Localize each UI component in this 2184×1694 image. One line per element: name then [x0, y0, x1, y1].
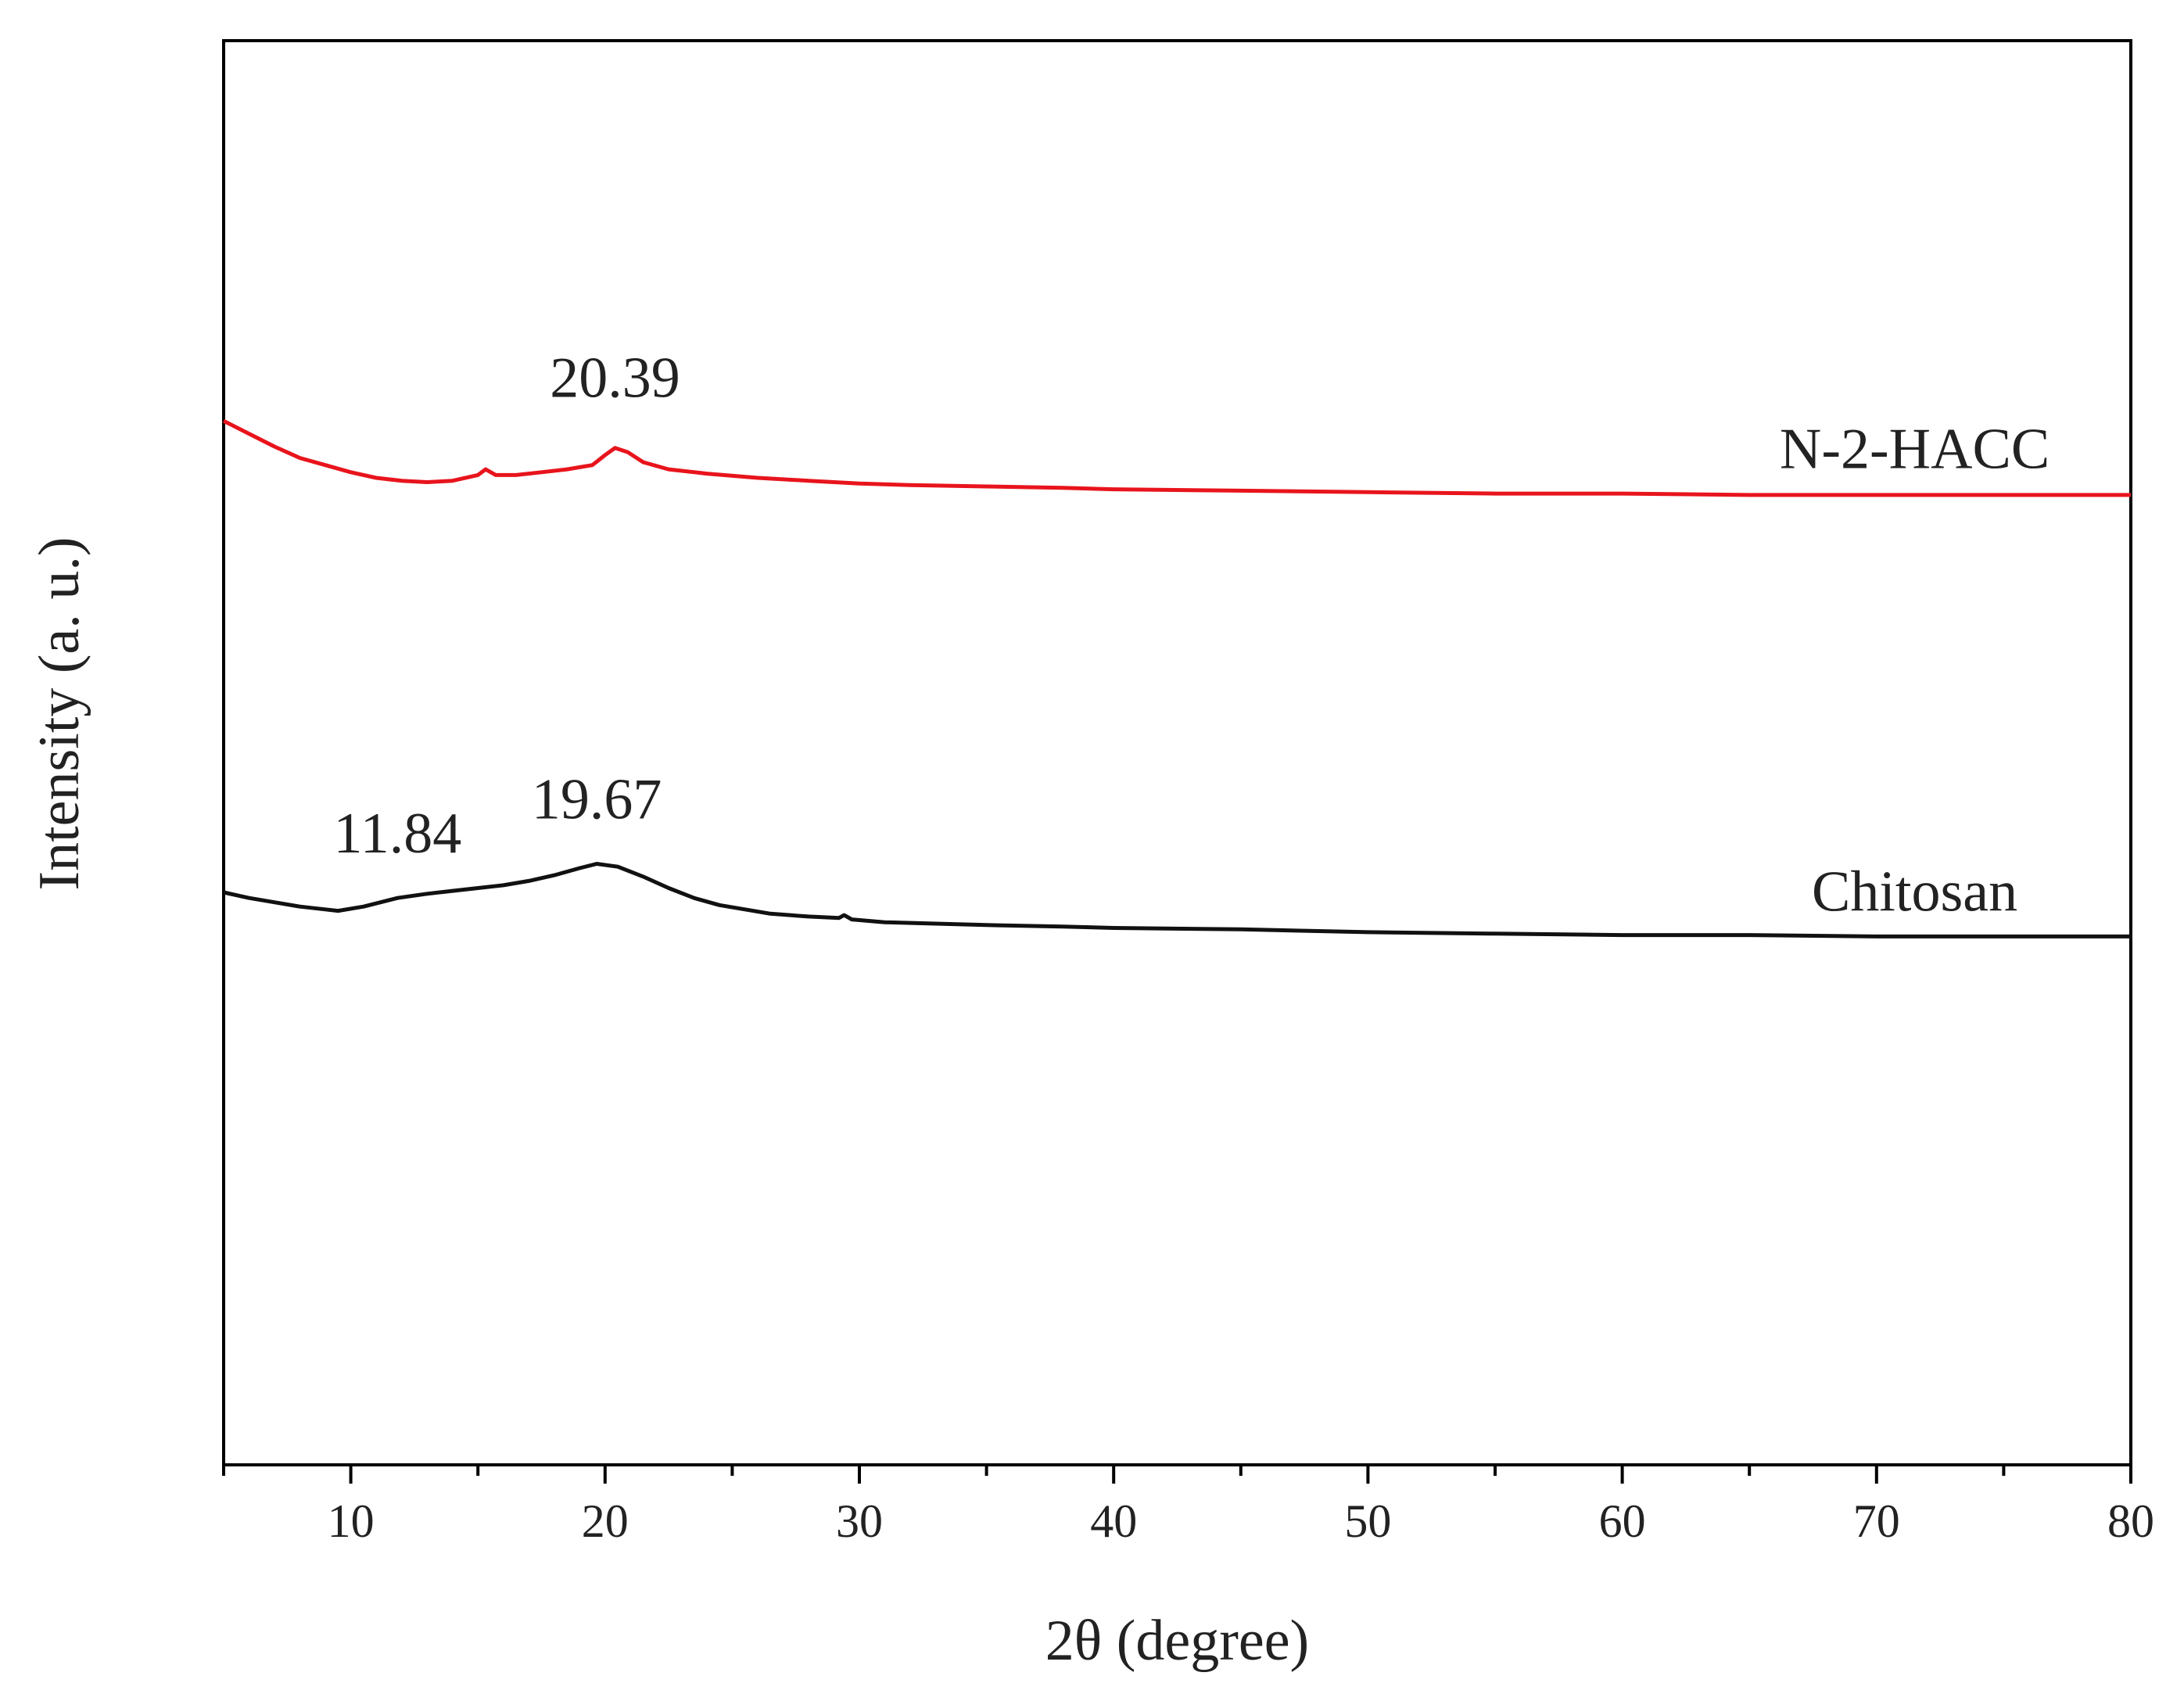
x-tick-label: 60: [1599, 1495, 1646, 1547]
x-tick-label: 20: [582, 1495, 629, 1547]
peak-annotation: 20.39: [550, 346, 680, 410]
series-line-n-2-hacc: [222, 418, 2131, 497]
x-tick-label: 30: [836, 1495, 883, 1547]
series-line-chitosan: [223, 862, 2131, 939]
peak-annotation: 11.84: [334, 802, 462, 866]
peak-annotation: 19.67: [532, 767, 662, 831]
x-tick-label: 40: [1090, 1495, 1137, 1547]
x-axis-title: 2θ (degree): [1045, 1609, 1309, 1673]
y-axis-title: Intensity (a. u.): [27, 537, 91, 890]
x-tick-label: 70: [1853, 1495, 1900, 1547]
x-ticks: [222, 1465, 2132, 1484]
x-tick-label: 80: [2107, 1495, 2154, 1547]
series-label: Chitosan: [1812, 860, 2017, 924]
x-tick-label: 50: [1344, 1495, 1391, 1547]
x-tick-labels: 10 20 30 40 50 60 70 80: [328, 1495, 2154, 1547]
label-layer: N-2-HACC Chitosan 20.39 11.84 19.67: [334, 346, 2050, 924]
x-tick-label: 10: [328, 1495, 375, 1547]
plot-frame: [222, 39, 2132, 1466]
series-layer: [222, 418, 2131, 939]
series-label: N-2-HACC: [1780, 417, 2050, 481]
